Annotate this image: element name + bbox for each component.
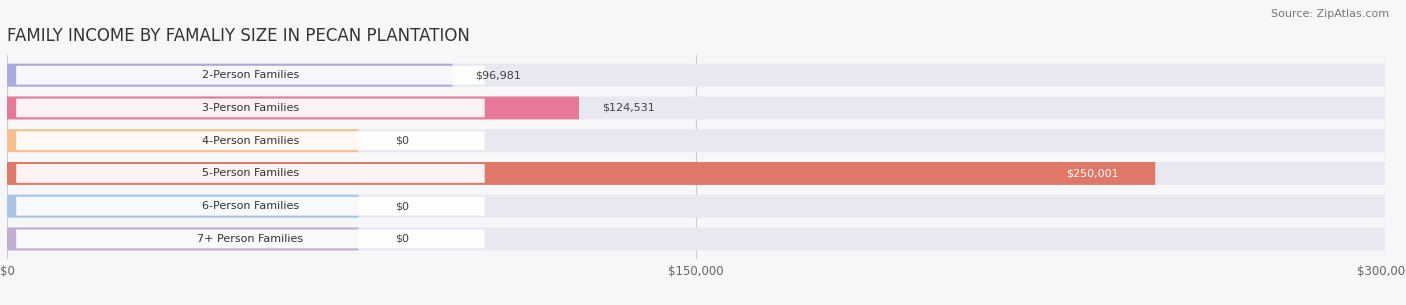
FancyBboxPatch shape <box>7 129 1385 152</box>
Text: Source: ZipAtlas.com: Source: ZipAtlas.com <box>1271 9 1389 19</box>
FancyBboxPatch shape <box>7 228 359 250</box>
Text: $0: $0 <box>395 234 409 244</box>
FancyBboxPatch shape <box>7 195 359 218</box>
Text: 4-Person Families: 4-Person Families <box>202 136 299 146</box>
FancyBboxPatch shape <box>7 228 1385 250</box>
Text: FAMILY INCOME BY FAMALIY SIZE IN PECAN PLANTATION: FAMILY INCOME BY FAMALIY SIZE IN PECAN P… <box>7 27 470 45</box>
Text: $0: $0 <box>395 201 409 211</box>
Text: $96,981: $96,981 <box>475 70 522 80</box>
FancyBboxPatch shape <box>7 96 579 120</box>
Text: 6-Person Families: 6-Person Families <box>202 201 299 211</box>
FancyBboxPatch shape <box>7 162 1385 185</box>
FancyBboxPatch shape <box>17 230 485 248</box>
Text: 2-Person Families: 2-Person Families <box>202 70 299 80</box>
FancyBboxPatch shape <box>7 195 1385 218</box>
FancyBboxPatch shape <box>17 131 485 150</box>
Text: $250,001: $250,001 <box>1066 168 1119 178</box>
FancyBboxPatch shape <box>7 162 1156 185</box>
Text: $0: $0 <box>395 136 409 146</box>
FancyBboxPatch shape <box>17 99 485 117</box>
FancyBboxPatch shape <box>7 129 359 152</box>
Text: 3-Person Families: 3-Person Families <box>202 103 299 113</box>
FancyBboxPatch shape <box>17 197 485 216</box>
FancyBboxPatch shape <box>17 164 485 183</box>
Text: $124,531: $124,531 <box>602 103 655 113</box>
FancyBboxPatch shape <box>7 96 1385 120</box>
FancyBboxPatch shape <box>7 64 1385 87</box>
Text: 7+ Person Families: 7+ Person Families <box>197 234 304 244</box>
FancyBboxPatch shape <box>17 66 485 84</box>
Text: 5-Person Families: 5-Person Families <box>202 168 299 178</box>
FancyBboxPatch shape <box>7 64 453 87</box>
